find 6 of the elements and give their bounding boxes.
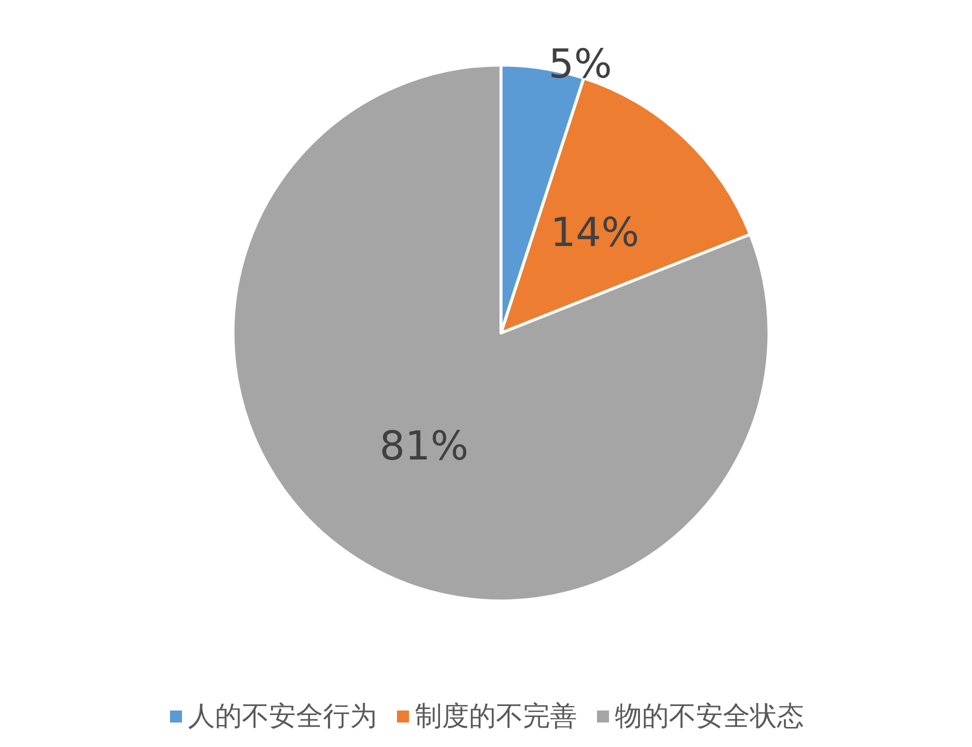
legend-label: 制度的不完善 xyxy=(415,701,577,732)
data-label: 81% xyxy=(380,423,468,470)
legend-label: 物的不安全状态 xyxy=(615,701,804,732)
legend-label: 人的不安全行为 xyxy=(188,701,377,732)
data-label: 5% xyxy=(548,41,612,88)
data-label: 14% xyxy=(550,210,640,256)
